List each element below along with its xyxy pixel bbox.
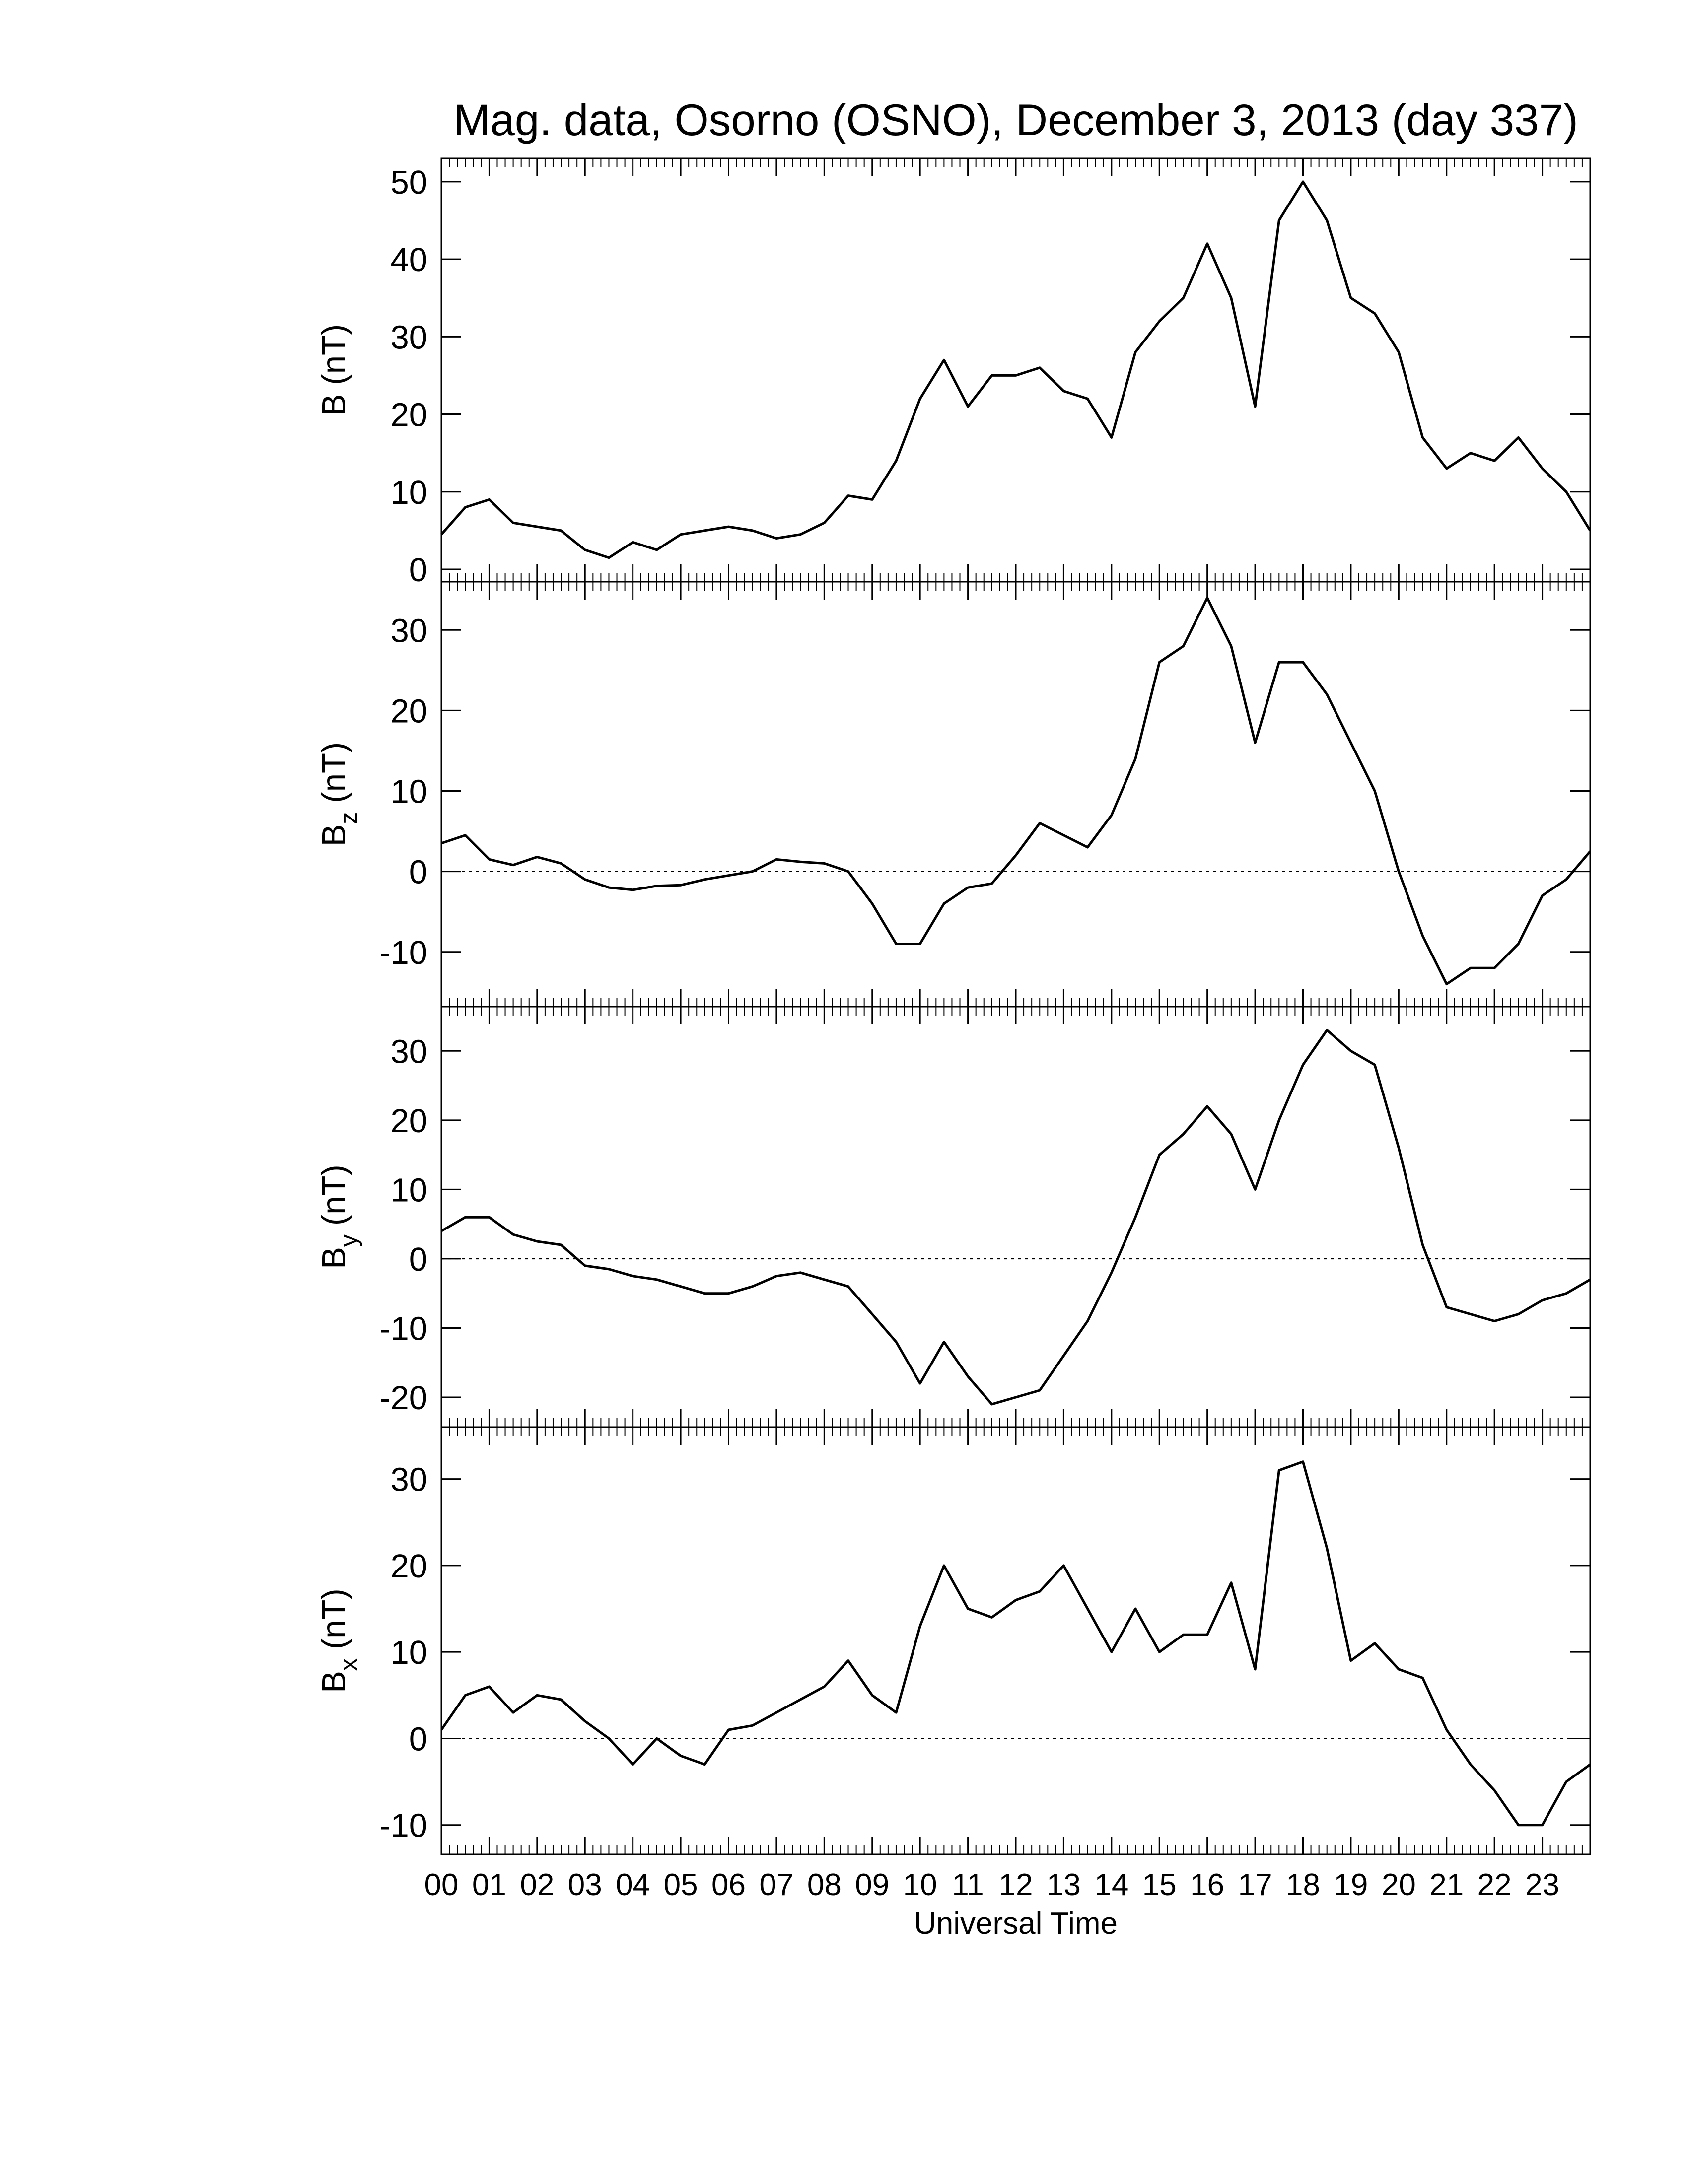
y-label-unit: (nT) xyxy=(315,1164,352,1226)
x-tick-label: 06 xyxy=(711,1868,746,1902)
y-tick-label: 10 xyxy=(390,1171,427,1209)
y-tick-label: 10 xyxy=(390,474,427,511)
x-tick-label: 21 xyxy=(1429,1868,1464,1902)
y-axis-label: By (nT) xyxy=(315,1164,362,1269)
x-tick-label: 16 xyxy=(1190,1868,1224,1902)
x-tick-label: 23 xyxy=(1525,1868,1559,1902)
y-tick-label: 50 xyxy=(390,164,427,201)
y-tick-label: 40 xyxy=(390,241,427,278)
x-tick-label: 18 xyxy=(1286,1868,1320,1902)
y-label-base: B xyxy=(315,1247,352,1269)
data-line xyxy=(441,596,1591,986)
x-tick-label: 13 xyxy=(1047,1868,1081,1902)
y-tick-label: 10 xyxy=(390,1634,427,1671)
y-tick-label: 0 xyxy=(409,551,427,589)
y-tick-label: 0 xyxy=(409,1241,427,1278)
y-axis-label: Bz (nT) xyxy=(315,742,362,847)
x-tick-label: 05 xyxy=(664,1868,698,1902)
x-tick-label: 01 xyxy=(472,1868,506,1902)
data-line xyxy=(440,1028,1591,1406)
y-tick-label: 0 xyxy=(409,1720,427,1758)
y-tick-label: 20 xyxy=(390,692,427,730)
y-label-unit: (nT) xyxy=(315,1588,352,1649)
chart-title: Mag. data, Osorno (OSNO), December 3, 20… xyxy=(453,95,1578,144)
y-tick-label: -10 xyxy=(379,1807,427,1844)
data-line xyxy=(440,180,1592,559)
y-tick-label: 0 xyxy=(409,854,427,891)
x-tick-label: 17 xyxy=(1238,1868,1272,1902)
x-axis-label: Universal Time xyxy=(914,1907,1118,1941)
x-tick-label: 08 xyxy=(807,1868,842,1902)
y-label-base: B xyxy=(315,1671,352,1693)
x-tick-label: 19 xyxy=(1334,1868,1368,1902)
y-tick-label: -10 xyxy=(379,934,427,971)
plot-frame xyxy=(440,581,1591,1008)
y-tick-label: 20 xyxy=(390,1548,427,1585)
x-tick-label: 03 xyxy=(568,1868,602,1902)
plot-frame xyxy=(440,157,1591,583)
y-label-unit: (nT) xyxy=(315,742,352,803)
y-tick-label: 20 xyxy=(390,1102,427,1140)
plot-frame xyxy=(440,1426,1591,1855)
y-label-sub: y xyxy=(335,1234,362,1247)
x-tick-label: 12 xyxy=(999,1868,1033,1902)
x-tick-label: 02 xyxy=(520,1868,554,1902)
y-tick-label: 30 xyxy=(390,1461,427,1499)
y-label-base: B xyxy=(315,394,352,416)
y-label-base: B xyxy=(315,824,352,847)
data-line xyxy=(440,1460,1591,1827)
y-label-sub: x xyxy=(335,1658,362,1671)
x-tick-label: 09 xyxy=(855,1868,889,1902)
y-tick-label: 20 xyxy=(390,397,427,434)
y-tick-label: 30 xyxy=(390,319,427,356)
x-tick-label: 07 xyxy=(759,1868,793,1902)
y-axis-label: Bx (nT) xyxy=(315,1588,362,1693)
y-tick-label: 30 xyxy=(390,1033,427,1070)
x-tick-label: 15 xyxy=(1142,1868,1177,1902)
x-tick-label: 04 xyxy=(616,1868,650,1902)
x-tick-label: 11 xyxy=(952,1868,984,1902)
y-tick-label: 10 xyxy=(390,773,427,811)
y-axis-label: B (nT) xyxy=(315,324,352,416)
y-label-sub: z xyxy=(335,812,362,824)
y-tick-label: -10 xyxy=(379,1310,427,1347)
x-tick-label: 20 xyxy=(1382,1868,1416,1902)
x-tick-label: 10 xyxy=(903,1868,937,1902)
y-tick-label: 30 xyxy=(390,612,427,649)
x-tick-label: 00 xyxy=(424,1868,459,1902)
y-tick-label: -20 xyxy=(379,1379,427,1417)
x-tick-label: 14 xyxy=(1094,1868,1128,1902)
x-tick-label: 22 xyxy=(1477,1868,1512,1902)
y-label-unit: (nT) xyxy=(315,324,352,385)
plot-frame xyxy=(440,1006,1591,1428)
